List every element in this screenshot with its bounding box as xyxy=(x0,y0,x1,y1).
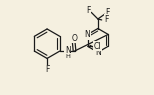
Text: O: O xyxy=(71,34,77,43)
Text: H: H xyxy=(65,54,70,59)
Text: F: F xyxy=(105,15,109,24)
Text: F: F xyxy=(86,6,91,15)
Text: F: F xyxy=(105,8,110,17)
Text: Cl: Cl xyxy=(94,42,101,51)
Text: N: N xyxy=(85,30,91,39)
Text: N: N xyxy=(95,48,101,57)
Text: F: F xyxy=(45,65,49,74)
Text: N: N xyxy=(65,46,71,55)
